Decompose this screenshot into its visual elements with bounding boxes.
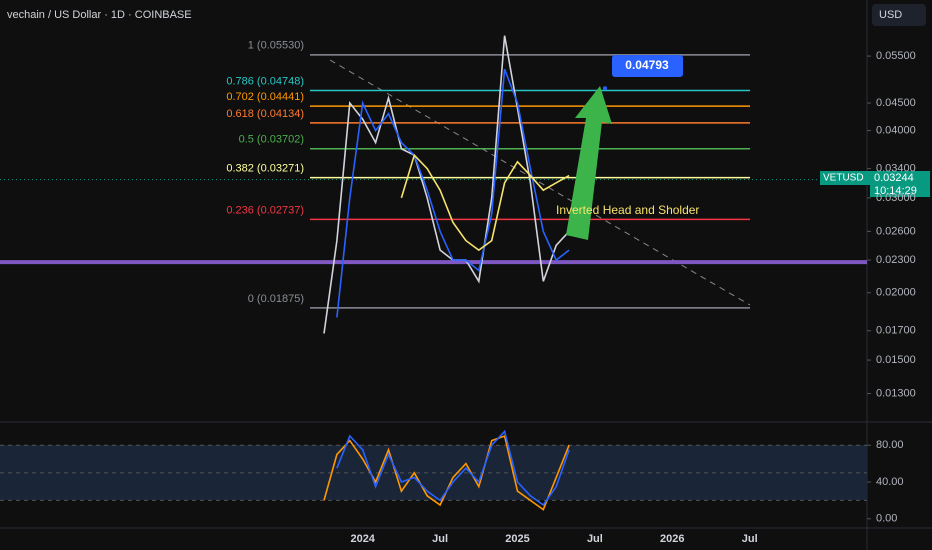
target-point [603,86,607,91]
trend-line [329,59,751,306]
y-tick-label: 0.02600 [876,225,916,237]
price-box [870,171,930,197]
symbol-box [820,171,870,185]
series-line [400,153,570,252]
y-tick-label: 0.03400 [876,163,916,175]
target-arrow [566,86,612,240]
y-tick-label: 0.01300 [876,387,916,399]
x-tick-label: Jul [432,533,448,545]
x-tick-label: 2025 [505,533,529,545]
symbol-label: VETUSD [823,173,864,184]
rsi-layer [323,429,570,511]
series-line [323,35,570,334]
fib-label: 0.236 (0.02737) [226,204,304,216]
y-tick-label: 0.03000 [876,192,916,204]
x-tick-label: 2026 [660,533,684,545]
y-tick-label: 0.02000 [876,287,916,299]
currency-label[interactable]: USD [879,9,902,21]
y-tick-label: 0.04000 [876,124,916,136]
chart-title: vechain / US Dollar · 1D · COINBASE [7,9,192,21]
series-layer [323,35,570,334]
fib-label: 0.618 (0.04134) [226,108,304,120]
fib-label: 0 (0.01875) [248,293,304,305]
fib-layer: 1 (0.05530) 0.786 (0.04748) 0.702 (0.04441… [0,40,867,309]
y-tick-label: 0.05500 [876,50,916,62]
series-line [336,429,570,507]
fib-label: 0.786 (0.04748) [226,75,304,87]
y-tick-label: 0.01700 [876,325,916,337]
y-tick-label: 40.00 [876,476,904,488]
fib-label: 1 (0.05530) [248,40,304,52]
currency-button[interactable] [872,4,926,26]
target-box [612,55,683,77]
y-tick-label: 0.00 [876,513,897,525]
fib-label: 0.702 (0.04441) [226,91,304,103]
target-label: 0.04793 [625,58,669,72]
fib-label: 0.382 (0.03271) [226,163,304,175]
series-line [336,68,570,318]
countdown: 10:14:29 [874,185,917,197]
fib-label: 0.5 (0.03702) [239,134,304,146]
x-tick-label: 2024 [350,533,375,545]
last-price: 0.03244 [874,172,914,184]
annotation: Inverted Head and Sholder [556,203,699,217]
y-tick-label: 0.04500 [876,97,916,109]
y-tick-label: 0.02300 [876,254,916,266]
x-tick-label: Jul [587,533,603,545]
x-tick-label: Jul [742,533,758,545]
y-tick-label: 80.00 [876,439,904,451]
y-tick-label: 0.01500 [876,354,916,366]
